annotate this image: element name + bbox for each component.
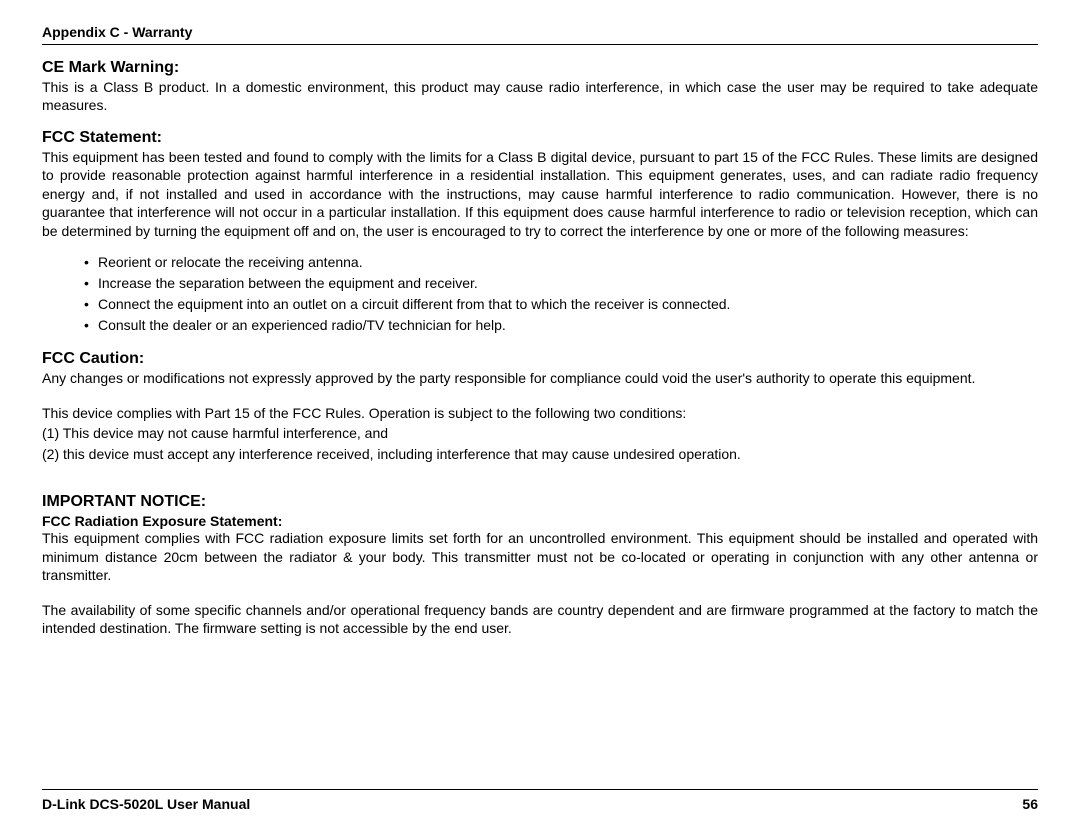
fcc-statement-heading: FCC Statement:	[42, 129, 1038, 147]
fcc-statement-text: This equipment has been tested and found…	[42, 148, 1038, 240]
fcc-caution-line2: (2) this device must accept any interfer…	[42, 445, 1038, 463]
fcc-bullet-item: Consult the dealer or an experienced rad…	[42, 315, 1038, 336]
important-text1: This equipment complies with FCC radiati…	[42, 529, 1038, 584]
fcc-bullet-item: Reorient or relocate the receiving anten…	[42, 252, 1038, 273]
ce-heading: CE Mark Warning:	[42, 59, 1038, 77]
footer-page-number: 56	[1022, 796, 1038, 812]
footer-left: D-Link DCS-5020L User Manual	[42, 796, 250, 812]
page-header: Appendix C - Warranty	[42, 24, 1038, 45]
fcc-bullet-item: Increase the separation between the equi…	[42, 273, 1038, 294]
ce-text: This is a Class B product. In a domestic…	[42, 78, 1038, 115]
fcc-radiation-subheading: FCC Radiation Exposure Statement:	[42, 513, 1038, 529]
important-notice-heading: IMPORTANT NOTICE:	[42, 493, 1038, 511]
important-text2: The availability of some specific channe…	[42, 601, 1038, 638]
fcc-bullet-item: Connect the equipment into an outlet on …	[42, 294, 1038, 315]
page-footer: D-Link DCS-5020L User Manual 56	[42, 789, 1038, 812]
fcc-caution-text2: This device complies with Part 15 of the…	[42, 404, 1038, 422]
fcc-caution-text1: Any changes or modifications not express…	[42, 369, 1038, 387]
fcc-caution-heading: FCC Caution:	[42, 350, 1038, 368]
fcc-caution-line1: (1) This device may not cause harmful in…	[42, 424, 1038, 442]
fcc-bullet-list: Reorient or relocate the receiving anten…	[42, 252, 1038, 336]
